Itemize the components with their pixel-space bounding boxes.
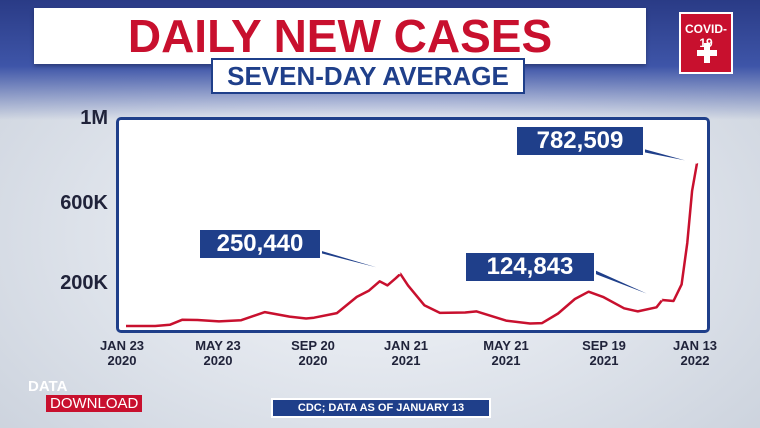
x-tick-label: JAN 23 2020	[82, 338, 162, 368]
x-tick-label: JAN 21 2021	[366, 338, 446, 368]
y-tick-label: 1M	[80, 107, 108, 129]
x-tick-label: MAY 23 2020	[178, 338, 258, 368]
x-tick-label: SEP 19 2021	[564, 338, 644, 368]
source-note: CDC; DATA AS OF JANUARY 13	[271, 398, 491, 418]
brand-line1: DATA	[28, 378, 68, 395]
title-banner	[34, 8, 646, 64]
x-tick-label-line2: 2021	[491, 353, 521, 368]
callout-latest-value: 782,509	[515, 125, 645, 157]
covid-logo: COVID-19	[679, 12, 733, 74]
series-line-daily-cases	[126, 162, 699, 328]
x-tick-label-line2: 2020	[298, 353, 328, 368]
x-tick-label-line2: 2020	[107, 353, 137, 368]
x-tick-label-line1: MAY 21	[483, 338, 529, 353]
data-download-logo: DATA DOWNLOAD	[28, 378, 143, 412]
chart-subtitle: SEVEN-DAY AVERAGE	[211, 58, 525, 94]
x-tick-label: MAY 21 2021	[466, 338, 546, 368]
x-tick-label: JAN 13 2022	[655, 338, 735, 368]
peak-callout-winter-2021: 250,440	[198, 228, 322, 260]
x-tick-label: SEP 20 2020	[273, 338, 353, 368]
x-tick-label-line2: 2020	[203, 353, 233, 368]
x-tick-label-line1: JAN 21	[383, 338, 429, 353]
x-tick-label-line1: JAN 23	[99, 338, 145, 353]
callout-dec-2021: 124,843	[464, 251, 596, 283]
x-tick-label-line1: SEP 20	[291, 338, 335, 353]
x-tick-label-line2: 2021	[589, 353, 619, 368]
chart-title: DAILY NEW CASES	[127, 10, 553, 62]
y-tick-label: 200K	[60, 272, 108, 294]
y-tick-label: 600K	[60, 192, 108, 214]
x-tick-label-line1: MAY 23	[195, 338, 241, 353]
plus-cross-icon	[697, 43, 717, 63]
x-tick-label-line2: 2022	[680, 353, 710, 368]
x-tick-label-line1: SEP 19	[582, 338, 626, 353]
x-tick-label-line2: 2021	[391, 353, 421, 368]
x-tick-label-line1: JAN 13	[672, 338, 718, 353]
brand-line2: DOWNLOAD	[46, 395, 143, 412]
